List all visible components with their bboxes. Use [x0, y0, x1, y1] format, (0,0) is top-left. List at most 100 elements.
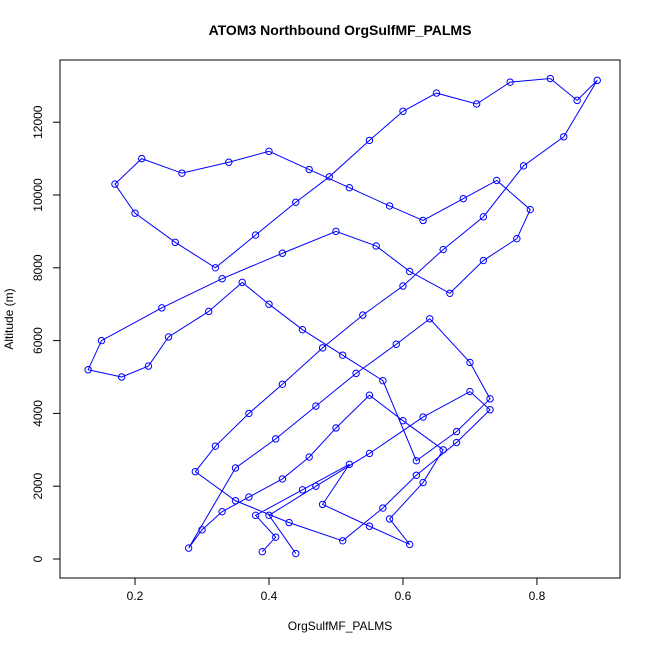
x-tick-label: 0.8 — [529, 589, 546, 603]
point — [131, 209, 139, 217]
point — [359, 311, 367, 319]
point — [399, 107, 407, 115]
point — [392, 340, 400, 348]
y-tick-label: 2000 — [31, 473, 45, 500]
point — [285, 518, 293, 527]
point — [171, 238, 179, 247]
point — [198, 526, 206, 534]
point — [205, 307, 213, 316]
point — [231, 464, 240, 472]
point — [251, 231, 260, 239]
point — [84, 366, 92, 374]
point — [365, 136, 374, 145]
point — [419, 413, 427, 421]
point — [399, 416, 407, 425]
point — [211, 442, 220, 450]
point — [439, 245, 447, 254]
point — [560, 133, 568, 141]
point — [218, 507, 226, 516]
point — [345, 184, 354, 192]
plot-frame — [59, 59, 621, 579]
point — [493, 176, 501, 185]
point — [472, 100, 481, 108]
point — [265, 511, 273, 520]
point — [546, 74, 555, 83]
y-tick-label: 10000 — [31, 178, 45, 212]
point — [138, 154, 146, 163]
y-tick-label: 12000 — [31, 105, 45, 139]
point — [278, 249, 287, 257]
point — [265, 147, 273, 156]
point — [332, 227, 340, 236]
point — [385, 515, 394, 523]
point — [258, 548, 266, 556]
point — [513, 234, 521, 243]
point — [459, 194, 467, 203]
x-axis-label: OrgSulfMF_PALMS — [288, 619, 392, 633]
point — [278, 475, 287, 483]
point — [365, 449, 374, 458]
point — [292, 198, 300, 206]
point — [271, 435, 280, 443]
x-tick-label: 0.6 — [395, 589, 412, 603]
point — [432, 89, 441, 97]
y-tick-label: 0 — [31, 555, 45, 562]
point — [419, 478, 427, 487]
point — [593, 76, 601, 85]
y-axis-label: Altitude (m) — [2, 288, 16, 349]
point — [292, 549, 300, 558]
point — [332, 424, 340, 432]
point — [466, 358, 474, 367]
point — [231, 497, 240, 505]
point — [439, 446, 447, 454]
point — [486, 395, 494, 403]
point — [486, 406, 494, 414]
point — [245, 493, 253, 501]
point — [318, 344, 327, 352]
point — [164, 333, 173, 341]
point — [412, 471, 421, 479]
y-tick-label: 6000 — [31, 327, 45, 354]
point — [265, 300, 273, 308]
point — [338, 537, 347, 545]
point — [426, 315, 434, 323]
point — [111, 180, 119, 188]
point — [271, 533, 280, 541]
point — [452, 427, 461, 436]
x-tick-label: 0.2 — [127, 589, 144, 603]
point — [365, 391, 374, 399]
point — [479, 213, 488, 221]
point — [419, 216, 427, 225]
point — [218, 275, 226, 283]
point — [298, 325, 307, 334]
point — [365, 522, 374, 530]
point — [191, 467, 200, 476]
point — [506, 78, 514, 86]
point — [184, 544, 193, 552]
point — [526, 205, 534, 214]
point — [446, 289, 454, 297]
point — [466, 387, 474, 396]
point — [117, 373, 126, 381]
point — [412, 457, 421, 465]
y-tick-label: 4000 — [31, 400, 45, 427]
point — [278, 380, 287, 388]
point — [345, 460, 354, 469]
point — [372, 242, 380, 250]
point — [405, 267, 414, 276]
point — [379, 504, 387, 512]
x-tick-label: 0.4 — [261, 589, 278, 603]
point — [178, 169, 186, 177]
point — [245, 409, 253, 418]
point — [158, 304, 166, 312]
point — [97, 336, 106, 345]
point — [379, 376, 387, 385]
point — [238, 278, 246, 287]
point — [318, 500, 327, 509]
point — [519, 162, 528, 170]
point — [251, 511, 260, 520]
y-tick-label: 8000 — [31, 254, 45, 281]
point — [385, 202, 394, 210]
